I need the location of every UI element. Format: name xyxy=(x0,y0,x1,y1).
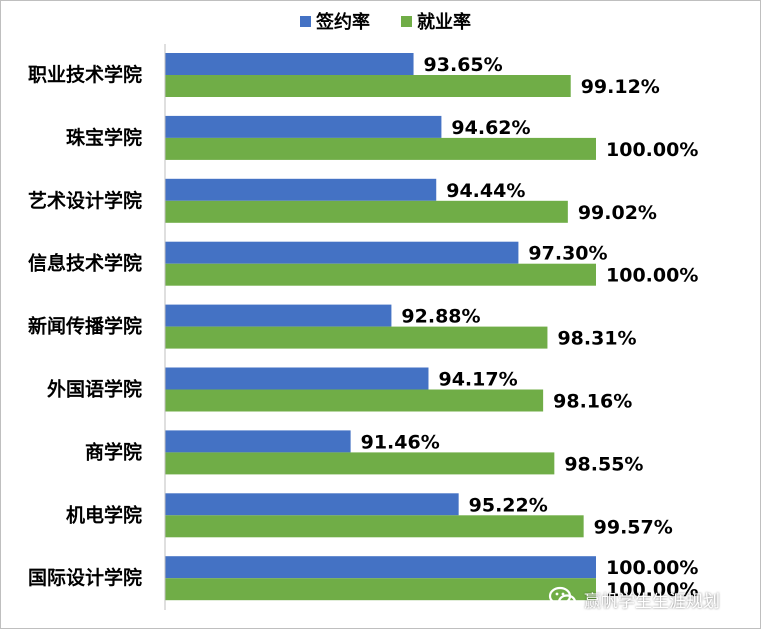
employment-rate-label: 99.12% xyxy=(581,76,660,98)
category-label: 国际设计学院 xyxy=(28,566,142,589)
employment-rate-label: 98.16% xyxy=(553,391,632,413)
legend-label-employment: 就业率 xyxy=(417,11,471,33)
employment-rate-bar xyxy=(165,515,584,538)
wechat-icon xyxy=(548,586,577,610)
signing-rate-bar xyxy=(165,430,351,453)
signing-rate-bar xyxy=(165,178,437,201)
signing-rate-bar xyxy=(165,241,519,264)
legend-label-signing: 签约率 xyxy=(315,11,370,33)
signing-rate-label: 93.65% xyxy=(424,54,503,76)
signing-rate-label: 97.30% xyxy=(528,243,607,265)
employment-rate-bar xyxy=(165,137,596,160)
signing-rate-label: 92.88% xyxy=(401,306,480,328)
employment-rate-bar xyxy=(165,200,568,223)
signing-rate-label: 94.62% xyxy=(451,117,530,139)
signing-rate-label: 91.46% xyxy=(361,431,440,453)
signing-rate-label: 94.17% xyxy=(438,369,517,391)
signing-rate-label: 100.00% xyxy=(606,557,698,579)
employment-rate-label: 99.57% xyxy=(594,516,673,538)
legend-swatch-employment xyxy=(401,16,412,27)
employment-rate-bar xyxy=(165,263,596,286)
employment-rate-bar xyxy=(165,75,571,97)
employment-rate-bar xyxy=(165,389,544,412)
signing-rate-bar xyxy=(165,493,459,516)
signing-rate-label: 94.44% xyxy=(446,180,525,202)
employment-rate-label: 100.00% xyxy=(606,265,698,287)
category-label: 珠宝学院 xyxy=(66,126,142,149)
signing-rate-bar xyxy=(165,53,414,75)
employment-rate-label: 100.00% xyxy=(606,139,698,161)
employment-rate-label: 98.31% xyxy=(557,328,636,350)
category-label: 艺术设计学院 xyxy=(28,189,142,212)
signing-rate-bar xyxy=(165,556,596,579)
employment-rate-label: 98.55% xyxy=(564,453,643,475)
category-label: 机电学院 xyxy=(66,503,142,526)
employment-rate-bar xyxy=(165,452,555,475)
signing-rate-label: 95.22% xyxy=(469,494,548,516)
watermark: 赢帆学生生涯规划 xyxy=(548,582,720,616)
employment-rate-label: 100.00% xyxy=(606,579,698,601)
employment-rate-label: 99.02% xyxy=(578,202,657,224)
category-label: 职业技术学院 xyxy=(28,63,142,86)
signing-rate-bar xyxy=(165,115,442,138)
legend-swatch-signing xyxy=(300,16,311,27)
signing-rate-bar xyxy=(165,304,392,327)
category-label: 商学院 xyxy=(85,440,142,463)
category-label: 信息技术学院 xyxy=(28,252,142,275)
employment-rate-bar xyxy=(165,326,548,349)
signing-rate-bar xyxy=(165,367,429,390)
category-label: 新闻传播学院 xyxy=(28,315,142,338)
employment-rate-bar xyxy=(165,578,596,601)
category-label: 外国语学院 xyxy=(47,378,142,401)
legend: 签约率 就业率 xyxy=(300,11,471,33)
watermark-text: 赢帆学生生涯规划 xyxy=(584,591,720,612)
